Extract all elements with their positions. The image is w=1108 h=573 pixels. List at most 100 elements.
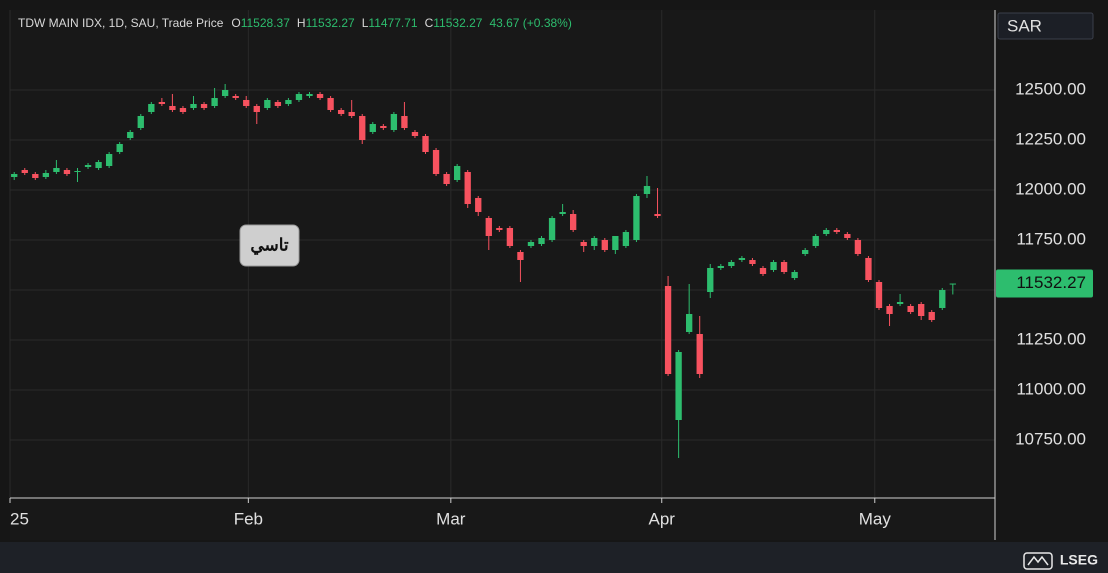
- candle-body: [738, 258, 746, 260]
- candle-body: [844, 234, 851, 238]
- source-logo: [1023, 552, 1053, 570]
- candle-body: [569, 214, 577, 230]
- candle-body: [591, 238, 598, 246]
- candle-body: [875, 282, 883, 308]
- source: LSEG: [1060, 552, 1098, 568]
- candle-body: [211, 98, 218, 106]
- candle-body: [907, 306, 914, 312]
- candle-body: [190, 104, 197, 108]
- candle-body: [517, 252, 524, 260]
- candle-body: [200, 104, 208, 108]
- candle-body: [939, 290, 946, 308]
- candle-body: [116, 144, 123, 152]
- candle-body: [686, 314, 693, 332]
- candle-body: [886, 306, 893, 314]
- candle-body: [243, 100, 250, 106]
- candle-body: [295, 94, 303, 100]
- last-price-box: [996, 269, 1093, 298]
- candle-body: [316, 94, 324, 98]
- candle-body: [559, 212, 566, 214]
- candle-body: [74, 171, 81, 172]
- candle-body: [485, 218, 492, 236]
- candle-body: [179, 108, 187, 112]
- candle-body: [127, 132, 134, 138]
- candle-body: [401, 116, 408, 128]
- candle-body: [475, 198, 482, 212]
- candle-body: [42, 173, 50, 177]
- candle-body: [717, 266, 724, 268]
- header-title: TDW MAIN IDX, 1D, SAU, Trade Price: [18, 16, 224, 30]
- plot-area: [10, 10, 995, 540]
- candle-body: [337, 110, 345, 114]
- candle-body: [527, 242, 535, 246]
- x-tick-label: Mar: [436, 509, 466, 528]
- candle-body: [633, 196, 640, 240]
- candle-body: [169, 106, 176, 110]
- candle-body: [833, 230, 840, 232]
- candle-body: [359, 116, 366, 140]
- candle-body: [538, 238, 545, 244]
- candle-body: [865, 258, 872, 280]
- last-price: 11532.27: [1016, 273, 1086, 292]
- ohlc-label: L: [362, 16, 369, 30]
- candle-body: [232, 96, 239, 98]
- currency[interactable]: SAR: [1007, 16, 1042, 35]
- candle-body: [21, 170, 28, 173]
- candle-body: [411, 132, 419, 136]
- header-change: 43.67 (+0.38%): [489, 16, 571, 30]
- candles: [11, 84, 956, 458]
- candle-body: [63, 170, 71, 174]
- candle-body: [918, 304, 925, 316]
- candle-body: [380, 126, 387, 128]
- ohlc-label: C: [425, 16, 434, 30]
- ohlc-label: O: [231, 16, 240, 30]
- y-tick-label: 12500.00: [1015, 79, 1086, 98]
- candle-body: [749, 260, 756, 264]
- candle-body: [32, 174, 39, 178]
- ohlc-value: 11532.27: [433, 16, 482, 30]
- candle-body: [780, 262, 788, 272]
- ohlc-value: 11532.27: [306, 16, 355, 30]
- y-tick-label: 11750.00: [1016, 229, 1086, 248]
- annotation[interactable]: تاسي: [250, 235, 289, 255]
- candle-body: [854, 240, 862, 254]
- candle-body: [928, 312, 935, 320]
- candle-body: [11, 174, 18, 177]
- candle-body: [84, 165, 92, 167]
- candle-body: [548, 218, 556, 240]
- candle-body: [158, 102, 166, 104]
- candle-body: [696, 334, 703, 374]
- y-tick-label: 11250.00: [1016, 329, 1086, 348]
- ohlc-value: 11528.37: [241, 16, 290, 30]
- candle-body: [823, 230, 830, 234]
- candle-body: [53, 168, 60, 172]
- candle-body: [896, 302, 904, 304]
- candle-body: [137, 116, 144, 128]
- annotation-box[interactable]: [239, 224, 300, 267]
- candle-body: [770, 262, 777, 270]
- candle-body: [759, 268, 767, 274]
- candle-body: [369, 124, 376, 132]
- candle-body: [728, 262, 735, 266]
- candle-body: [221, 90, 229, 96]
- currency-box[interactable]: [997, 12, 1094, 40]
- candle-body: [264, 100, 271, 108]
- x-tick-label: Apr: [649, 509, 676, 528]
- candle-body: [654, 214, 661, 216]
- grid: [9, 10, 995, 498]
- candle-body: [506, 228, 514, 246]
- candle-body: [580, 242, 587, 246]
- candle-body: [422, 136, 429, 152]
- candle-body: [791, 272, 798, 278]
- y-tick-label: 11000.00: [1016, 379, 1086, 398]
- candle-body: [390, 114, 398, 130]
- candle-body: [432, 150, 440, 174]
- y-tick-label: 10750.00: [1015, 429, 1086, 448]
- candle-body: [327, 98, 334, 110]
- ohlc-label: H: [297, 16, 306, 30]
- x-tick-label: May: [859, 509, 892, 528]
- candle-body: [95, 162, 102, 168]
- x-tick-label: 2025: [0, 509, 29, 528]
